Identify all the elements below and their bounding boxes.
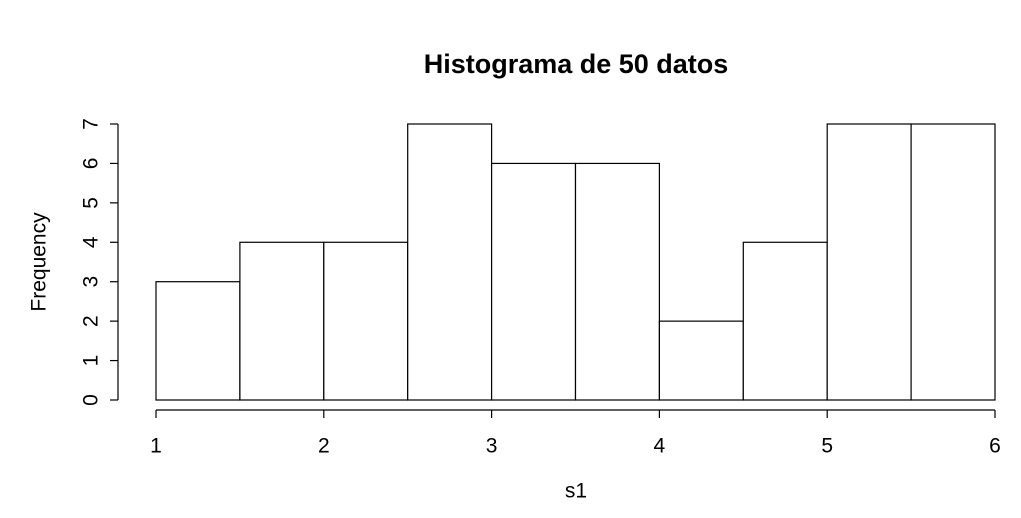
- x-tick-label: 3: [486, 435, 498, 458]
- y-tick-label: 0: [80, 394, 103, 406]
- bar: [826, 123, 912, 401]
- y-tick-label: 2: [80, 315, 103, 327]
- bar: [407, 123, 493, 401]
- y-tick-label: 4: [80, 236, 103, 248]
- x-tick-label: 6: [989, 435, 1001, 458]
- y-tick-label: 1: [80, 355, 103, 367]
- x-tick-label: 1: [150, 435, 162, 458]
- bar: [155, 281, 241, 401]
- y-tick-label: 6: [80, 158, 103, 170]
- bar: [574, 162, 661, 401]
- bar: [658, 320, 744, 401]
- bar: [323, 241, 409, 401]
- x-tick-label: 2: [318, 435, 330, 458]
- chart-title: Histograma de 50 datos: [424, 49, 729, 79]
- y-tick-label: 7: [80, 118, 103, 130]
- y-axis-label: Frequency: [28, 212, 51, 312]
- bar: [239, 241, 325, 401]
- x-tick-label: 4: [654, 435, 666, 458]
- bar: [742, 241, 828, 401]
- bar: [491, 162, 577, 401]
- bar: [910, 123, 996, 401]
- x-axis-label: s1: [565, 480, 587, 503]
- y-tick-label: 5: [80, 197, 103, 209]
- x-tick-label: 5: [821, 435, 833, 458]
- y-tick-label: 3: [80, 276, 103, 288]
